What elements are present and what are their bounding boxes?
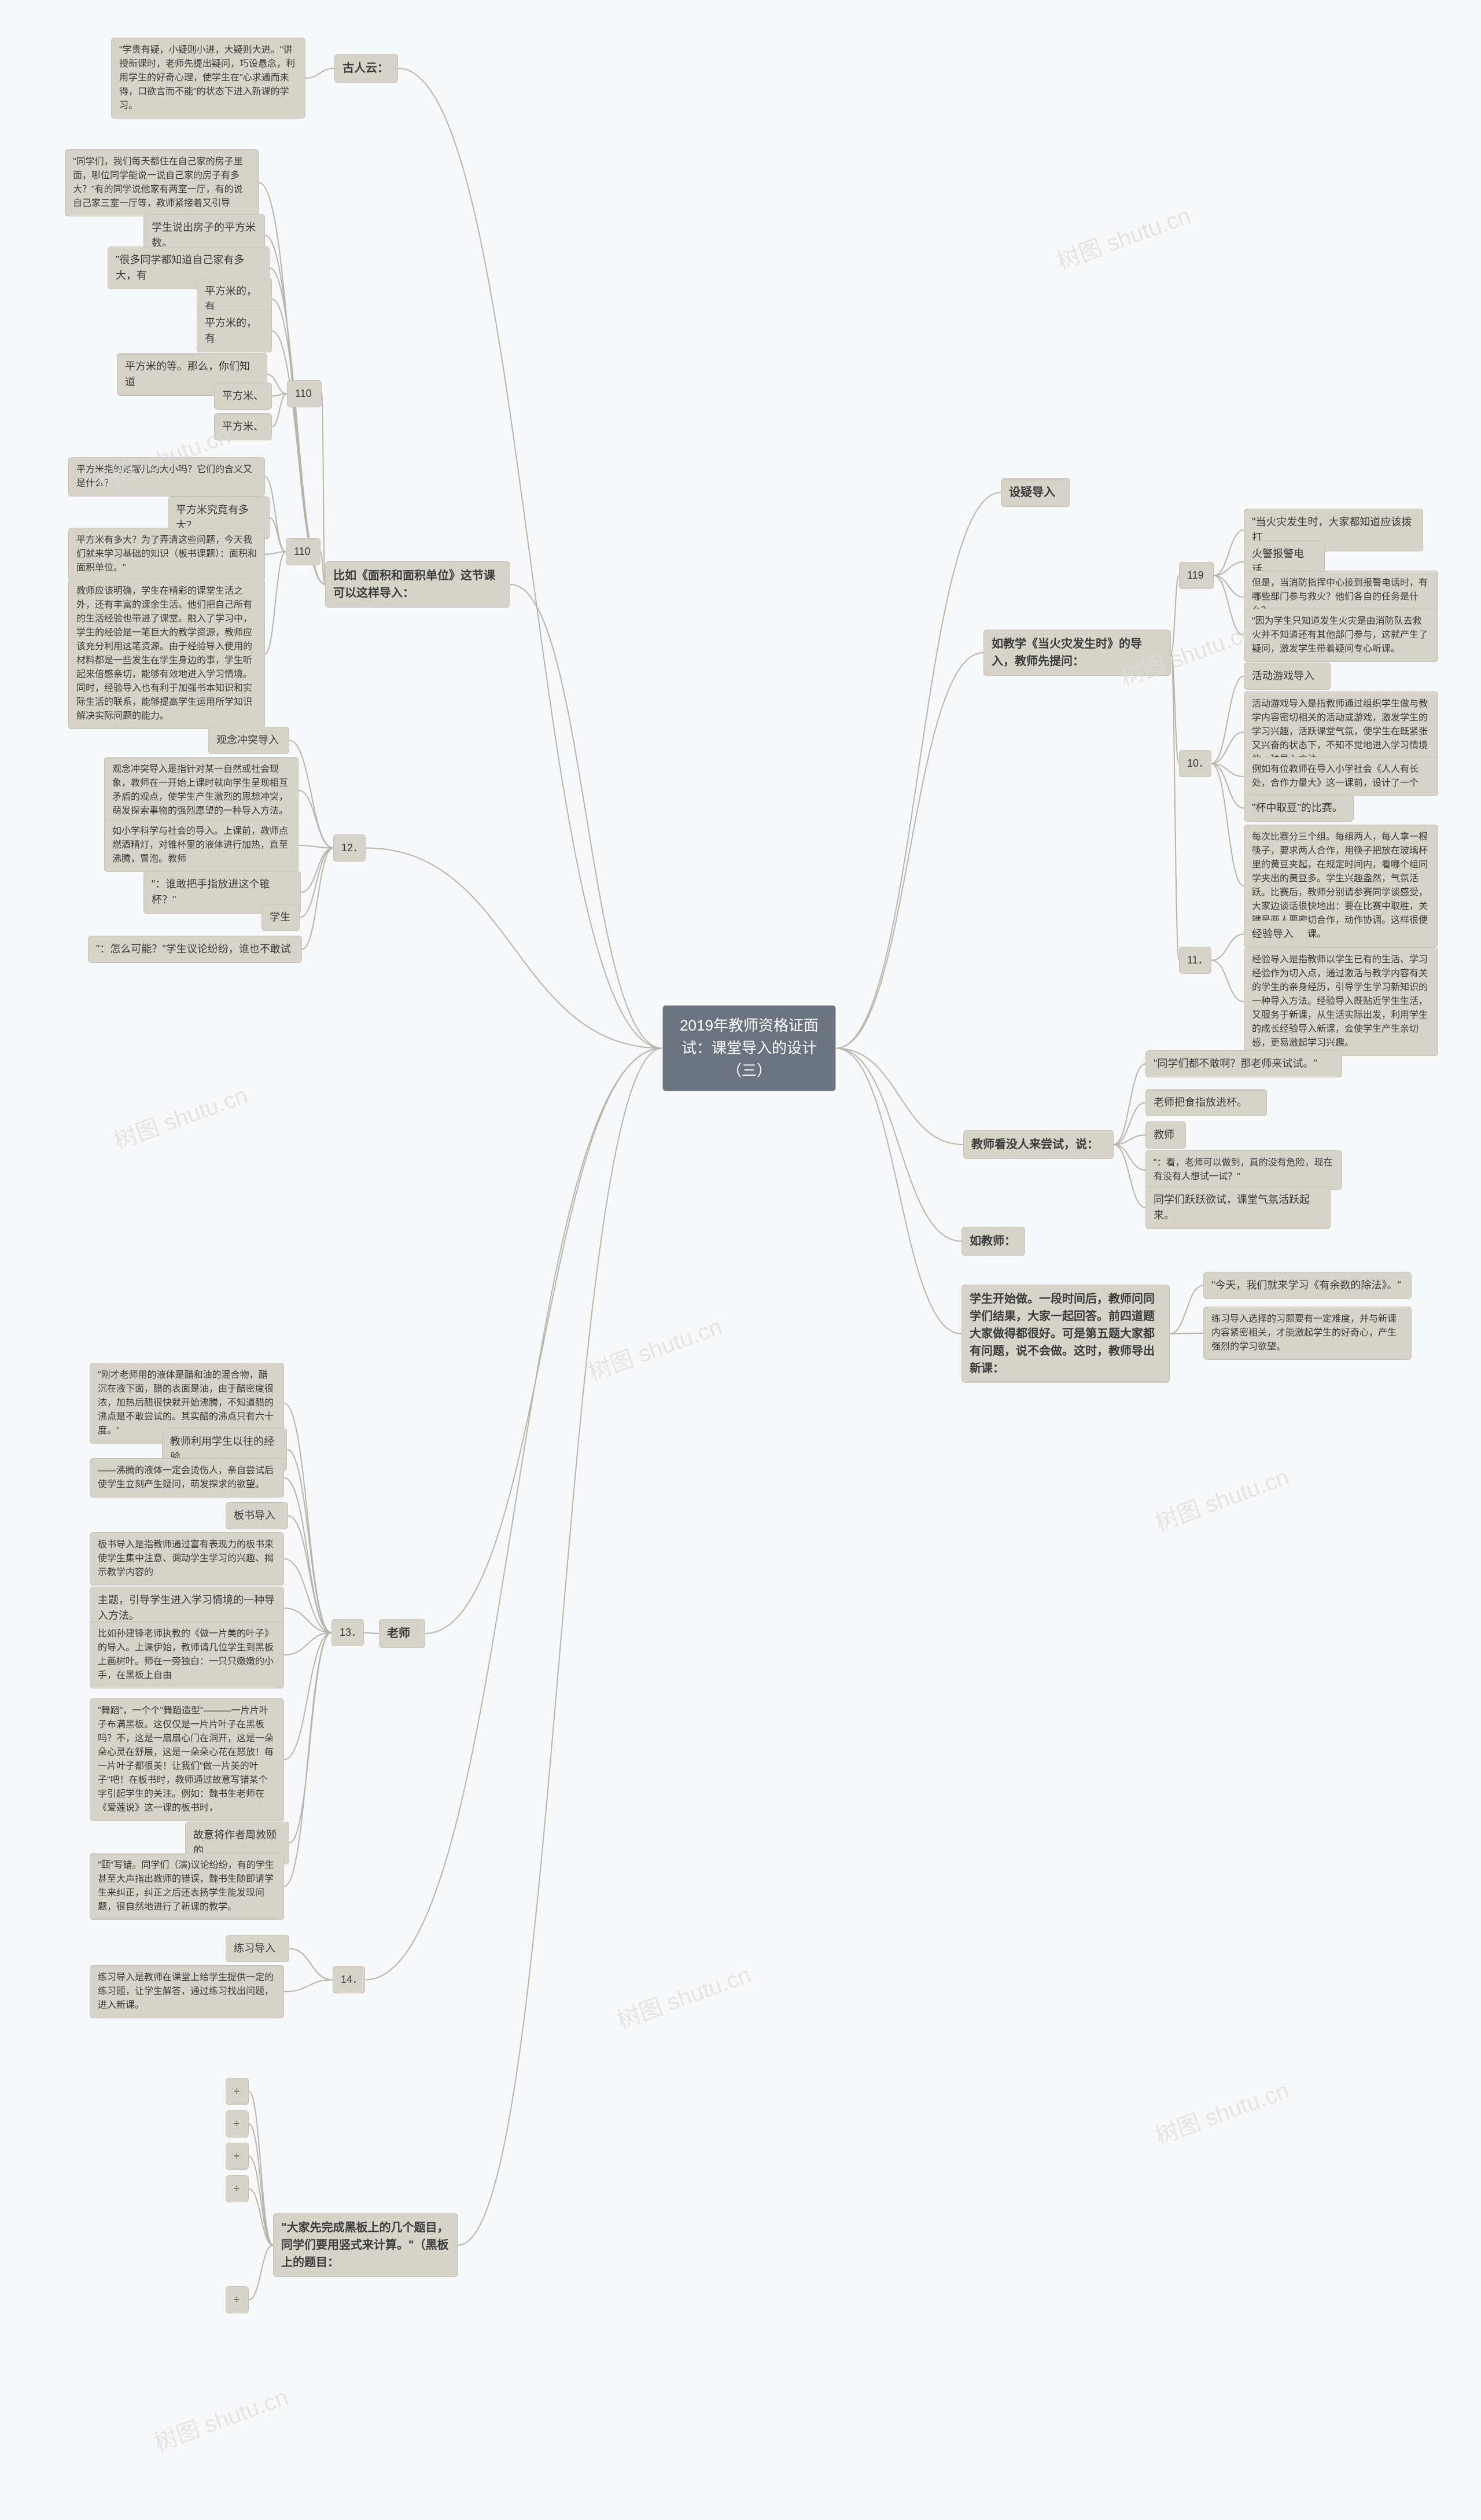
node-l_12_e: 学生 xyxy=(261,904,300,931)
node-r_ts_d: "：看，老师可以做到，真的没有危险，现在有没有人想试一试？" xyxy=(1145,1150,1342,1190)
watermark: 树图 shutu.cn xyxy=(1150,2072,1293,2151)
node-l_bb_2: ÷ xyxy=(226,2110,249,2138)
node-l_bb: "大家先完成黑板上的几个题目，同学们要用竖式来计算。"（黑板上的题目： xyxy=(273,2213,458,2277)
node-r_ts_c: 教师 xyxy=(1145,1121,1186,1149)
node-l_bb_4: ÷ xyxy=(226,2175,249,2202)
node-l_13_e: 板书导入是指教师通过富有表现力的板书来使学生集中注意、调动学生学习的兴趣、揭示教… xyxy=(90,1532,284,1585)
node-l_area_e: 平方米的，有 xyxy=(197,310,272,352)
node-r_ts_a: "同学们都不敢啊？那老师来试试。" xyxy=(1145,1050,1342,1077)
node-r_1_11: 11． xyxy=(1179,947,1211,974)
watermark: 树图 shutu.cn xyxy=(108,1076,252,1156)
watermark: 树图 shutu.cn xyxy=(1150,1458,1293,1537)
node-l_12: 12． xyxy=(333,834,366,862)
node-r_ts_b: 老师把食指放进杯。 xyxy=(1145,1089,1267,1116)
node-l_guren_a: "学贵有疑，小疑则小进，大疑则大进。"讲授新课时，老师先提出疑问，巧设悬念，利用… xyxy=(111,38,305,119)
node-r_1: 如教学《当火灾发生时》的导入，教师先提问： xyxy=(983,630,1171,676)
node-r_teacher_eg: 如教师： xyxy=(961,1227,1025,1256)
watermark: 树图 shutu.cn xyxy=(149,2378,292,2458)
node-l_13_c: ——沸腾的液体一定会烫伤人，亲自尝试后使学生立刻产生疑问，萌发探求的欲望。 xyxy=(90,1458,284,1498)
node-l_14: 14． xyxy=(333,1966,365,1993)
node-l_area_110b_1: 平方米指的是哪儿的大小吗？它们的含义又是什么？ xyxy=(68,457,265,496)
node-l_area_110a_3: 平方米、 xyxy=(214,413,272,440)
node-l_13: 13． xyxy=(331,1619,364,1646)
node-l_12_f: "：怎么可能？"学生议论纷纷，谁也不敢试 xyxy=(88,936,302,963)
node-l_area_a: "同学们，我们每天都住在自己家的房子里面，哪位同学能说一说自己家的房子有多大？"… xyxy=(65,149,259,216)
node-l_14_b: 练习导入是教师在课堂上给学生提供一定的练习题，让学生解答，通过练习找出问题，进入… xyxy=(90,1965,284,2018)
node-l_bb_3: ÷ xyxy=(226,2143,249,2170)
node-l_13_g: 比如孙建锋老师执教的《做一片美的叶子》的导入。上课伊始，教师请几位学生到黑板上画… xyxy=(90,1621,284,1688)
node-r_practice: 学生开始做。一段时间后，教师问同学们结果，大家一起回答。前四道题大家做得都很好。… xyxy=(961,1285,1170,1383)
node-l_area_110b: 110 xyxy=(286,538,320,565)
node-l_13_d: 板书导入 xyxy=(226,1502,288,1529)
node-r_1_10_a: 活动游戏导入 xyxy=(1244,663,1331,690)
watermark: 树图 shutu.cn xyxy=(583,1308,726,1387)
node-r_1_11_b: 经验导入是指教师以学生已有的生活、学习经验作为切入点，通过激活与教学内容有关的学… xyxy=(1244,947,1438,1056)
node-l_13_head: 老师 xyxy=(379,1619,425,1648)
node-l_14_a: 练习导入 xyxy=(226,1935,289,1962)
node-l_area_110b_3: 平方米有多大？为了弄清这些问题，今天我们就来学习基础的知识（板书课题）：面积和面… xyxy=(68,528,265,581)
node-r_1_10: 10． xyxy=(1179,750,1211,777)
node-l_guren: 古人云： xyxy=(334,54,398,83)
node-r_practice_a: "今天，我们就来学习《有余数的除法》。" xyxy=(1203,1272,1412,1299)
node-l_12_c: 如小学科学与社会的导入。上课前，教师点燃酒精灯，对锥杯里的液体进行加热，直至沸腾… xyxy=(104,819,299,872)
node-r_teacher_says: 教师看没人来尝试，说： xyxy=(963,1130,1114,1159)
watermark: 树图 shutu.cn xyxy=(1051,197,1195,276)
node-l_12_b: 观念冲突导入是指针对某一自然或社会现象，教师在一开始上课时就向学生呈现相互矛盾的… xyxy=(104,757,299,824)
node-l_13_h: "舞蹈"，一个个"舞蹈造型"———一片片叶子布满黑板。这仅仅是一片片叶子在黑板吗… xyxy=(90,1698,284,1821)
node-r_sheyi: 设疑导入 xyxy=(1001,478,1070,507)
node-l_12_a: 观念冲突导入 xyxy=(208,727,289,754)
node-l_area: 比如《面积和面积单位》这节课可以这样导入： xyxy=(325,561,510,608)
node-r_ts_e: 同学们跃跃欲试，课堂气氛活跃起来。 xyxy=(1145,1186,1331,1229)
node-r_1_119_d: "因为学生只知道发生火灾是由消防队去救火并不知道还有其他部门参与，这就产生了疑问… xyxy=(1244,609,1438,662)
node-root: 2019年教师资格证面试：课堂导入的设计（三） xyxy=(662,1005,836,1091)
node-r_practice_b: 练习导入选择的习题要有一定难度，并与新课内容紧密相关，才能激起学生的好奇心，产生… xyxy=(1203,1307,1412,1360)
node-r_1_10_d: "杯中取豆"的比赛。 xyxy=(1244,794,1354,822)
node-r_1_119: 119 xyxy=(1179,562,1214,589)
watermark: 树图 shutu.cn xyxy=(611,1956,755,2035)
node-l_area_110a: 110 xyxy=(287,380,322,407)
node-l_bb_5: ÷ xyxy=(226,2286,249,2313)
node-r_1_10_c: 例如有位教师在导入小学社会《人人有长处，合作力量大》这一课前，设计了一个 xyxy=(1244,757,1438,796)
node-r_1_11_a: 经验导入 xyxy=(1244,921,1307,948)
mindmap-canvas: 2019年教师资格证面试：课堂导入的设计（三） 设疑导入如教学《当火灾发生时》的导… xyxy=(0,0,1481,2520)
node-l_area_110b_4: 教师应该明确，学生在精彩的课堂生活之外，还有丰富的课余生活。他们把自己所有的生活… xyxy=(68,579,265,729)
node-l_bb_1: ÷ xyxy=(226,2078,249,2105)
node-l_13_j: "颐"写错。同学们（演)议论纷纷，有的学生甚至大声指出教师的错误，魏书生随即请学… xyxy=(90,1853,284,1920)
node-l_area_110a_2: 平方米、 xyxy=(214,382,272,410)
